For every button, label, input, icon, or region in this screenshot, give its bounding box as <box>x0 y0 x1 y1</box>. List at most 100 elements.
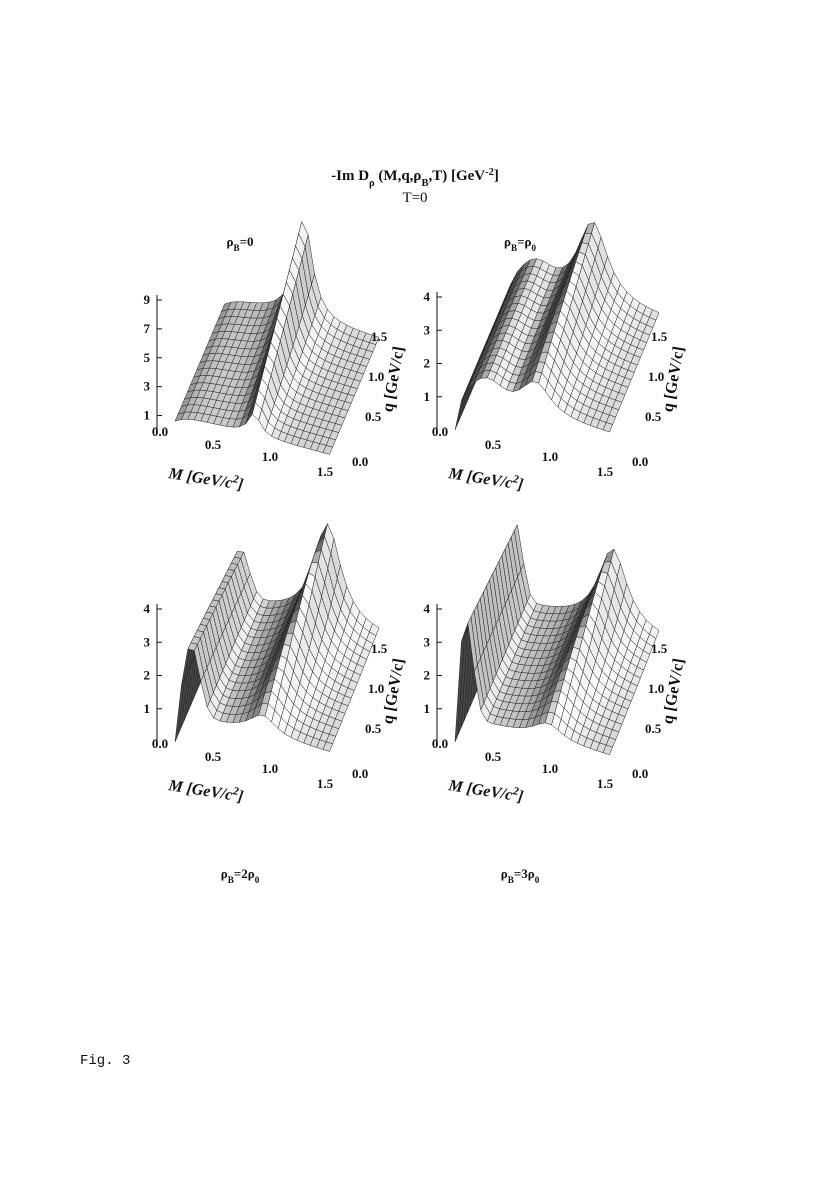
q-tick-label: 0.5 <box>645 409 662 424</box>
m-tick-label: 1.5 <box>317 464 334 479</box>
q-tick-label: 0.0 <box>352 454 368 469</box>
q-tick-label: 0.5 <box>365 721 382 736</box>
text-part: =0 <box>240 234 254 249</box>
m-tick-label: 1.5 <box>317 776 334 791</box>
text-part: B <box>511 243 517 253</box>
q-tick-label: 0.5 <box>645 721 662 736</box>
z-tick-label: 4 <box>424 601 431 616</box>
surface-cell <box>322 741 333 752</box>
surface-cell <box>602 744 613 755</box>
m-tick-label: 1.0 <box>542 449 558 464</box>
m-tick-label: 1.0 <box>542 761 558 776</box>
text-part: ] <box>236 788 245 806</box>
q-tick-label: 1.0 <box>368 369 384 384</box>
panel-label: ρB=0 <box>227 234 254 253</box>
panel: ρB=3ρ0 1 2 3 4 0.0 0.5 1.0 1.5 0.0 0.5 1.0 1.5 M [GeV… <box>424 524 688 885</box>
text-part: ] <box>516 788 525 806</box>
z-tick-label: 4 <box>144 601 151 616</box>
m-axis-label: M [GeV/c2] <box>166 775 244 806</box>
z-tick-label: 4 <box>424 289 431 304</box>
panel: ρB=ρ0 1 2 3 4 0.0 0.5 1.0 1.5 0.0 0.5 1.0 1.5 M [GeV/… <box>424 221 688 494</box>
panel: ρB=0 1 3 5 7 9 0.0 0.5 1.0 1.5 0.0 0.5 1.0 1.5 M [GeV/… <box>144 220 408 494</box>
z-tick-label: 1 <box>424 389 431 404</box>
text-part: M [GeV/c <box>446 777 513 804</box>
figure-subtitle: T=0 <box>402 190 427 206</box>
m-tick-label: 0.5 <box>205 437 222 452</box>
z-tick-label: 1 <box>144 408 151 423</box>
m-tick-label: 0.0 <box>152 736 168 751</box>
m-tick-label: 0.0 <box>432 424 448 439</box>
text-part: M [GeV/c <box>166 777 233 804</box>
text-part: ,T) [GeV <box>428 168 485 184</box>
text-part: =ρ <box>517 234 531 249</box>
z-tick-label: 7 <box>144 321 151 336</box>
m-tick-label: 0.5 <box>485 749 502 764</box>
text-part: 2 <box>231 785 240 798</box>
text-part: B <box>508 875 514 885</box>
q-tick-label: 1.0 <box>648 369 664 384</box>
text-part: 0 <box>255 875 260 885</box>
z-tick-label: 9 <box>144 292 151 307</box>
m-tick-label: 0.0 <box>152 424 168 439</box>
text-part: ρ <box>369 178 375 189</box>
q-tick-label: 1.5 <box>651 641 668 656</box>
q-tick-label: 1.0 <box>368 681 384 696</box>
text-part: ] <box>516 476 525 494</box>
q-tick-label: 0.5 <box>365 409 382 424</box>
q-tick-label: 0.0 <box>632 766 648 781</box>
z-tick-label: 1 <box>424 701 431 716</box>
text-part: ] <box>236 476 245 494</box>
text-part: M [GeV/c <box>166 465 233 492</box>
q-tick-label: 1.5 <box>371 329 388 344</box>
z-tick-label: 2 <box>144 668 151 683</box>
text-part: =2ρ <box>234 866 255 881</box>
z-tick-label: 2 <box>424 668 431 683</box>
text-part: B <box>228 875 234 885</box>
text-part: -Im D <box>331 168 369 184</box>
m-tick-label: 1.0 <box>262 449 278 464</box>
z-tick-label: 3 <box>424 322 431 337</box>
text-part: ρ <box>227 234 234 249</box>
m-tick-label: 1.0 <box>262 761 278 776</box>
surface-cell <box>602 422 613 433</box>
text-part: ρ <box>504 234 511 249</box>
q-tick-label: 1.0 <box>648 681 664 696</box>
q-tick-label: 1.5 <box>651 329 668 344</box>
text-part: 0 <box>531 243 536 253</box>
q-tick-label: 0.0 <box>632 454 648 469</box>
z-tick-label: 5 <box>144 350 151 365</box>
text-part: 2 <box>231 473 240 486</box>
m-tick-label: 0.5 <box>205 749 222 764</box>
panel-label: ρB=3ρ0 <box>501 866 540 885</box>
z-tick-label: 3 <box>424 634 431 649</box>
text-part: (M,q,ρ <box>375 168 422 184</box>
m-axis-label: M [GeV/c2] <box>446 463 524 494</box>
figure-title: -Im Dρ (M,q,ρB,T) [GeV-2] <box>331 167 499 189</box>
m-tick-label: 1.5 <box>597 464 614 479</box>
m-tick-label: 1.5 <box>597 776 614 791</box>
panel-label: ρB=2ρ0 <box>221 866 260 885</box>
z-tick-label: 2 <box>424 356 431 371</box>
panel: ρB=2ρ0 1 2 3 4 0.0 0.5 1.0 1.5 0.0 0.5 1.0 1.5 M [GeV… <box>144 523 408 885</box>
m-axis-label: M [GeV/c2] <box>166 463 244 494</box>
z-tick-label: 3 <box>144 379 151 394</box>
q-tick-label: 0.0 <box>352 766 368 781</box>
z-tick-label: 1 <box>144 701 151 716</box>
text-part: -2 <box>485 167 494 178</box>
panel-label: ρB=ρ0 <box>504 234 536 253</box>
z-tick-label: 3 <box>144 634 151 649</box>
surface-cell <box>322 445 333 455</box>
text-part: ρ <box>221 866 228 881</box>
text-part: 0 <box>535 875 540 885</box>
text-part: 2 <box>511 785 520 798</box>
text-part: ρ <box>501 866 508 881</box>
text-part: ] <box>494 168 499 184</box>
q-tick-label: 1.5 <box>371 641 388 656</box>
text-part: 2 <box>511 473 520 486</box>
text-part: B <box>233 243 239 253</box>
caption: Fig. 3 <box>80 1053 130 1069</box>
text-part: =3ρ <box>514 866 535 881</box>
text-part: M [GeV/c <box>446 465 513 492</box>
text-part: B <box>421 178 428 189</box>
